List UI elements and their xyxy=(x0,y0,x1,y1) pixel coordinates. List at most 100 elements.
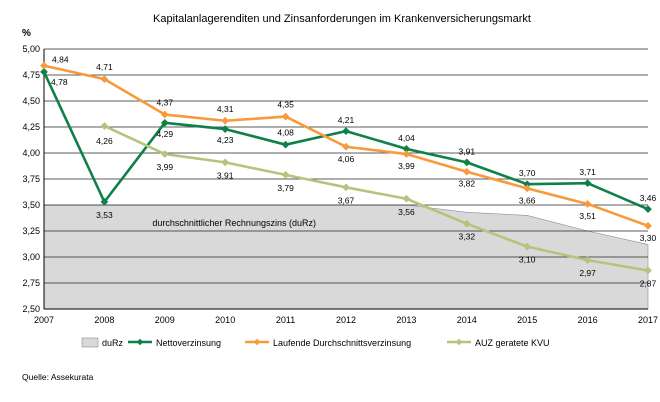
y-tick-label: 3,25 xyxy=(22,226,40,236)
data-point-marker xyxy=(462,167,471,176)
data-point-marker xyxy=(281,140,290,149)
data-point-marker xyxy=(221,116,230,125)
plot-area: 2,50 2,75 3,00 3,25 3,50 3,75 4,00 4,25 4,50 4,75… xyxy=(22,44,658,325)
data-label: 3,56 xyxy=(398,207,415,217)
data-point-marker xyxy=(281,170,290,179)
data-label: 3,99 xyxy=(157,162,174,172)
x-tick-label: 2014 xyxy=(457,315,477,325)
data-point-marker xyxy=(281,112,290,121)
y-tick-label: 4,00 xyxy=(22,148,40,158)
y-tick-label: 3,75 xyxy=(22,174,40,184)
data-label: 4,31 xyxy=(217,104,234,114)
data-label: 4,71 xyxy=(96,62,113,72)
legend-swatch-marker xyxy=(455,338,463,346)
x-tick-label: 2017 xyxy=(638,315,658,325)
data-point-marker xyxy=(160,150,169,158)
data-point-marker xyxy=(160,118,169,127)
data-point-marker xyxy=(100,198,109,206)
data-point-marker xyxy=(221,158,230,167)
data-point-marker xyxy=(342,127,350,136)
data-label: 3,67 xyxy=(338,195,355,205)
y-tick-label: 2,50 xyxy=(22,304,40,314)
data-point-marker xyxy=(583,179,592,188)
data-label: 3,71 xyxy=(579,167,596,177)
data-point-marker xyxy=(462,219,471,228)
data-label: 3,91 xyxy=(217,170,234,180)
chart-title: Kapitalanlagerenditen und Zinsanforderun… xyxy=(153,13,531,25)
x-tick-label: 2009 xyxy=(155,315,175,325)
legend-label: Laufende Durchschnittsverzinsung xyxy=(273,338,411,348)
data-label: 3,51 xyxy=(579,211,596,221)
legend-label: Nettoverzinsung xyxy=(156,338,221,348)
legend-label: AUZ geratete KVU xyxy=(475,338,550,348)
data-point-marker xyxy=(100,75,109,84)
legend-swatch-durz xyxy=(81,337,99,348)
data-point-marker xyxy=(160,110,169,119)
data-label: 4,08 xyxy=(277,128,294,138)
data-point-marker xyxy=(342,142,350,151)
data-label: 4,06 xyxy=(338,154,355,164)
y-tick-label: 2,75 xyxy=(22,278,40,288)
data-label: 3,46 xyxy=(640,193,657,203)
data-label: 4,23 xyxy=(217,135,234,145)
data-point-marker xyxy=(40,68,48,76)
data-point-marker xyxy=(523,242,532,251)
data-point-marker xyxy=(402,150,411,158)
data-point-marker xyxy=(523,184,532,193)
y-tick-label: 4,75 xyxy=(22,70,40,80)
source-note: Quelle: Assekurata xyxy=(22,372,94,382)
x-tick-label: 2007 xyxy=(34,315,54,325)
legend-label: duRz xyxy=(102,338,124,348)
data-label: 3,53 xyxy=(96,210,113,220)
x-tick-label: 2008 xyxy=(94,315,114,325)
y-tick-label: 3,50 xyxy=(22,200,40,210)
legend: duRz Nettoverzinsung Laufende Durchschnitt… xyxy=(81,337,550,348)
data-label: 4,84 xyxy=(52,55,69,65)
x-tick-label: 2011 xyxy=(276,315,295,325)
durz-annotation: durchschnittlicher Rechnungszins (duRz) xyxy=(152,218,316,228)
data-label: 3,70 xyxy=(519,168,536,178)
x-tick-label: 2013 xyxy=(396,315,416,325)
data-label: 4,21 xyxy=(338,115,355,125)
data-label: 4,35 xyxy=(277,100,294,110)
data-label: 2,97 xyxy=(579,268,596,278)
data-point-marker xyxy=(100,122,109,130)
data-point-marker xyxy=(462,158,471,167)
data-label: 3,10 xyxy=(519,255,536,265)
data-label: 3,82 xyxy=(459,179,476,189)
data-label: 3,30 xyxy=(640,233,657,243)
data-label: 4,04 xyxy=(398,133,415,143)
legend-swatch-marker xyxy=(136,338,144,346)
data-point-marker xyxy=(644,205,652,214)
data-label: 3,91 xyxy=(459,146,476,156)
x-tick-label: 2012 xyxy=(336,315,356,325)
data-label: 3,66 xyxy=(519,195,536,205)
data-label: 4,29 xyxy=(157,129,174,139)
data-label: 4,37 xyxy=(157,98,174,108)
data-label: 3,79 xyxy=(277,183,294,193)
x-tick-label: 2016 xyxy=(578,315,598,325)
y-axis-unit-label: % xyxy=(22,28,31,39)
data-point-marker xyxy=(342,183,350,192)
y-tick-label: 3,00 xyxy=(22,252,40,262)
data-label: 2,87 xyxy=(640,279,657,289)
data-label: 4,26 xyxy=(96,136,113,146)
data-point-marker xyxy=(40,61,48,70)
data-point-marker xyxy=(644,266,652,275)
data-point-marker xyxy=(583,200,592,208)
data-label: 4,78 xyxy=(51,77,68,87)
y-tick-label: 4,50 xyxy=(22,96,40,106)
y-tick-label: 4,25 xyxy=(22,122,40,132)
data-point-marker xyxy=(583,256,592,264)
series-line xyxy=(103,124,649,272)
data-label: 3,32 xyxy=(459,232,476,242)
data-point-marker xyxy=(402,194,411,203)
data-label: 3,99 xyxy=(398,161,415,171)
x-tick-label: 2015 xyxy=(517,315,537,325)
data-point-marker xyxy=(644,221,652,230)
x-tick-label: 2010 xyxy=(215,315,235,325)
data-point-marker xyxy=(221,125,230,133)
legend-swatch-marker xyxy=(253,338,261,346)
y-tick-label: 5,00 xyxy=(22,44,40,54)
